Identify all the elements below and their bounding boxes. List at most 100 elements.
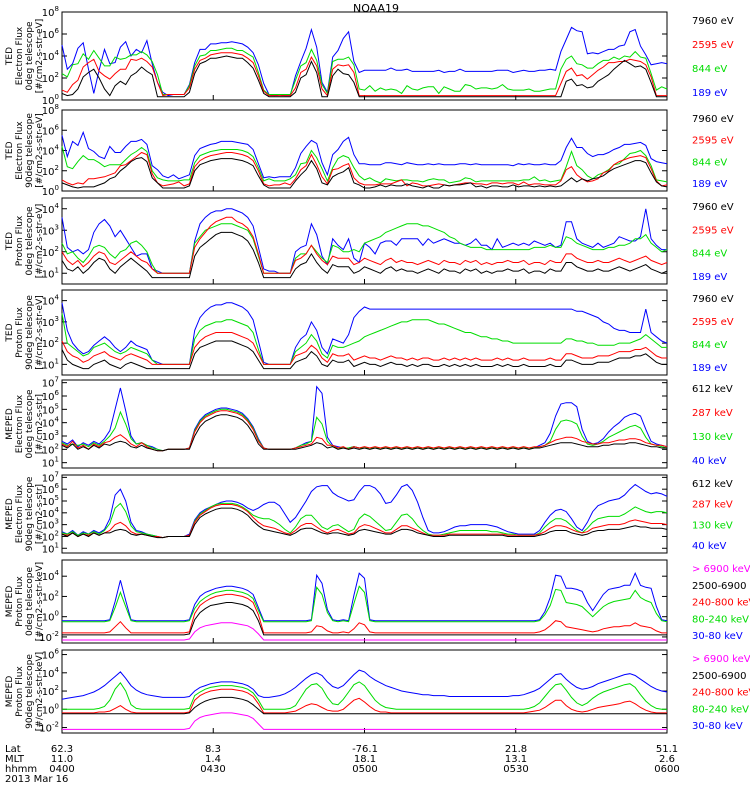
legend-entry: 189 eV bbox=[692, 179, 727, 190]
series-black-trace bbox=[61, 231, 668, 279]
y-axis-label: TED bbox=[5, 141, 15, 160]
series-blue-trace bbox=[61, 669, 668, 700]
legend-entry: 240-800 keV bbox=[692, 688, 750, 699]
legend-entry: 844 eV bbox=[692, 157, 727, 168]
legend-entry: 612 keV bbox=[692, 384, 733, 395]
y-tick-label: 107 bbox=[42, 376, 59, 390]
series-green-trace bbox=[61, 47, 668, 95]
series-black-trace bbox=[61, 55, 667, 98]
series-blue-trace bbox=[61, 208, 667, 274]
y-axis-label: Electron Flux bbox=[15, 394, 25, 453]
y-axis-label: Proton Flux bbox=[15, 576, 25, 627]
legend-entry: 2500-6900 bbox=[692, 671, 747, 682]
series-magenta-trace bbox=[62, 622, 667, 641]
legend-entry: 80-240 keV bbox=[692, 614, 749, 625]
panel-frame bbox=[61, 649, 668, 734]
series-red-trace bbox=[61, 504, 668, 539]
legend-entry: 612 keV bbox=[692, 479, 733, 490]
footer-row-label: Lat bbox=[5, 744, 21, 755]
y-axis-label: Proton Flux bbox=[15, 215, 25, 266]
chart-title: NOAA19 bbox=[353, 2, 399, 15]
footer-mlt-value: 2.6 bbox=[659, 754, 675, 765]
footer-hhmm-value: 0530 bbox=[503, 764, 528, 775]
y-tick-label: 108 bbox=[42, 5, 59, 19]
panel-frame bbox=[61, 11, 668, 101]
legend-entry: 287 keV bbox=[692, 408, 733, 419]
legend-entry: 7960 eV bbox=[692, 114, 734, 125]
series-black-trace bbox=[61, 340, 667, 370]
series-black-trace bbox=[62, 696, 667, 715]
series-red-trace bbox=[61, 216, 668, 274]
y-axis-label: 0deg telescope bbox=[25, 567, 35, 637]
series-black-trace bbox=[61, 414, 667, 452]
series-green-trace bbox=[62, 585, 668, 623]
legend-entry: 287 keV bbox=[692, 500, 733, 511]
y-axis-label: [#/cm2-s-str-eV] bbox=[35, 113, 45, 188]
footer-mlt-value: 13.1 bbox=[505, 754, 527, 765]
series-blue-trace bbox=[61, 26, 668, 97]
y-axis-label: 90deg telescope bbox=[25, 113, 35, 188]
series-blue-trace bbox=[62, 571, 668, 622]
y-axis-label: MEPED bbox=[5, 408, 15, 440]
footer-mlt-value: 18.1 bbox=[354, 754, 376, 765]
y-axis-label: [#/cm2-s-str] bbox=[35, 394, 45, 454]
legend-entry: 844 eV bbox=[692, 64, 727, 75]
y-axis-label: TED bbox=[5, 232, 15, 251]
legend-entry: 30-80 keV bbox=[692, 631, 743, 642]
y-axis-label: 90deg telescope bbox=[25, 295, 35, 370]
footer-lat-value: 21.8 bbox=[505, 744, 527, 755]
legend-entry: 130 keV bbox=[692, 432, 733, 443]
y-axis-label: Proton Flux bbox=[15, 307, 25, 358]
y-axis-label: 0deg telescope bbox=[25, 389, 35, 459]
legend-entry: 40 keV bbox=[692, 541, 726, 552]
series-red-trace bbox=[61, 151, 668, 187]
series-black-trace bbox=[62, 602, 667, 636]
y-axis-label: [#/cm2-s-str-keV] bbox=[35, 652, 45, 731]
footer-hhmm-value: 0400 bbox=[49, 764, 74, 775]
legend-entry: 2500-6900 bbox=[692, 581, 747, 592]
y-tick-label: 101 bbox=[42, 456, 59, 470]
series-blue-trace bbox=[61, 385, 668, 452]
series-green-trace bbox=[61, 146, 668, 184]
footer-mlt-value: 1.4 bbox=[205, 754, 221, 765]
footer-row-label: hhmm bbox=[5, 764, 37, 775]
series-red-trace bbox=[61, 52, 667, 97]
series-green-trace bbox=[61, 313, 667, 365]
legend-entry: 80-240 keV bbox=[692, 704, 749, 715]
series-red-trace bbox=[61, 332, 667, 365]
legend-entry: 189 eV bbox=[692, 363, 727, 374]
series-black-trace bbox=[61, 157, 668, 189]
legend-entry: 7960 eV bbox=[692, 202, 734, 213]
footer-hhmm-value: 0500 bbox=[352, 764, 377, 775]
legend-entry: 2595 eV bbox=[692, 225, 734, 236]
legend-entry: > 6900 keV bbox=[692, 564, 750, 575]
footer-row-label: MLT bbox=[5, 754, 25, 765]
legend-entry: 189 eV bbox=[692, 272, 727, 283]
footer-lat-value: 51.1 bbox=[656, 744, 678, 755]
y-axis-label: 0deg telescope bbox=[25, 206, 35, 276]
series-magenta-trace bbox=[62, 712, 667, 730]
footer-lat-value: 8.3 bbox=[205, 744, 221, 755]
footer-row-label: 2013 Mar 16 bbox=[5, 774, 68, 785]
series-blue-trace bbox=[61, 130, 668, 180]
y-axis-label: [#/cm2-s-str] bbox=[35, 484, 45, 544]
panel-frame bbox=[61, 559, 668, 644]
legend-entry: 7960 eV bbox=[692, 294, 734, 305]
footer-lat-value: -76.1 bbox=[352, 744, 378, 755]
y-axis-label: MEPED bbox=[5, 586, 15, 618]
legend-entry: 189 eV bbox=[692, 88, 727, 99]
y-axis-label: [#/cm2-s-str-eV] bbox=[35, 19, 45, 94]
footer-lat-value: 62.3 bbox=[51, 744, 73, 755]
legend-entry: 130 keV bbox=[692, 520, 733, 531]
panel-frame bbox=[61, 197, 668, 285]
